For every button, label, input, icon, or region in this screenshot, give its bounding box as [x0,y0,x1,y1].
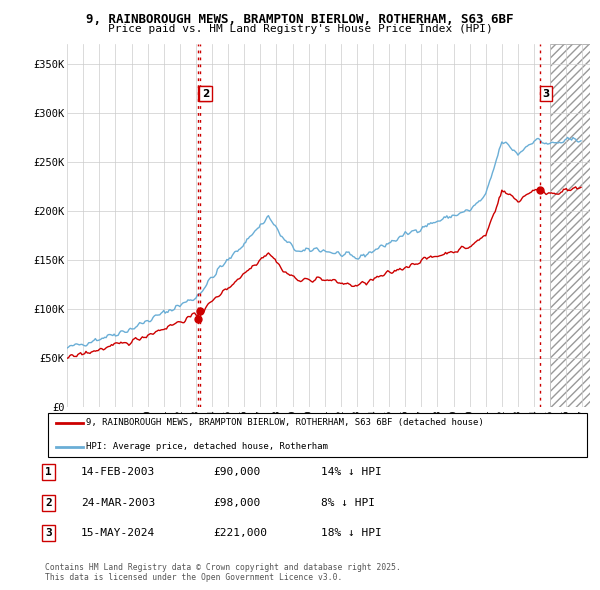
Text: 2: 2 [45,498,52,507]
Text: 1: 1 [200,89,208,99]
Text: Price paid vs. HM Land Registry's House Price Index (HPI): Price paid vs. HM Land Registry's House … [107,24,493,34]
Text: 3: 3 [45,529,52,538]
Bar [550,44,590,407]
FancyBboxPatch shape [48,413,587,457]
Text: 3: 3 [542,89,550,99]
Text: HPI: Average price, detached house, Rotherham: HPI: Average price, detached house, Roth… [86,442,328,451]
Text: £90,000: £90,000 [213,467,260,477]
Text: 9, RAINBOROUGH MEWS, BRAMPTON BIERLOW, ROTHERHAM, S63 6BF (detached house): 9, RAINBOROUGH MEWS, BRAMPTON BIERLOW, R… [86,418,484,427]
Text: 8% ↓ HPI: 8% ↓ HPI [321,498,375,507]
Text: £221,000: £221,000 [213,529,267,538]
Text: Contains HM Land Registry data © Crown copyright and database right 2025.
This d: Contains HM Land Registry data © Crown c… [45,563,401,582]
Text: 14-FEB-2003: 14-FEB-2003 [81,467,155,477]
Text: 14% ↓ HPI: 14% ↓ HPI [321,467,382,477]
Text: 15-MAY-2024: 15-MAY-2024 [81,529,155,538]
Text: £98,000: £98,000 [213,498,260,507]
Text: 1: 1 [45,467,52,477]
Text: 2: 2 [202,89,209,99]
Text: 9, RAINBOROUGH MEWS, BRAMPTON BIERLOW, ROTHERHAM, S63 6BF: 9, RAINBOROUGH MEWS, BRAMPTON BIERLOW, R… [86,13,514,26]
Text: 24-MAR-2003: 24-MAR-2003 [81,498,155,507]
Text: 18% ↓ HPI: 18% ↓ HPI [321,529,382,538]
